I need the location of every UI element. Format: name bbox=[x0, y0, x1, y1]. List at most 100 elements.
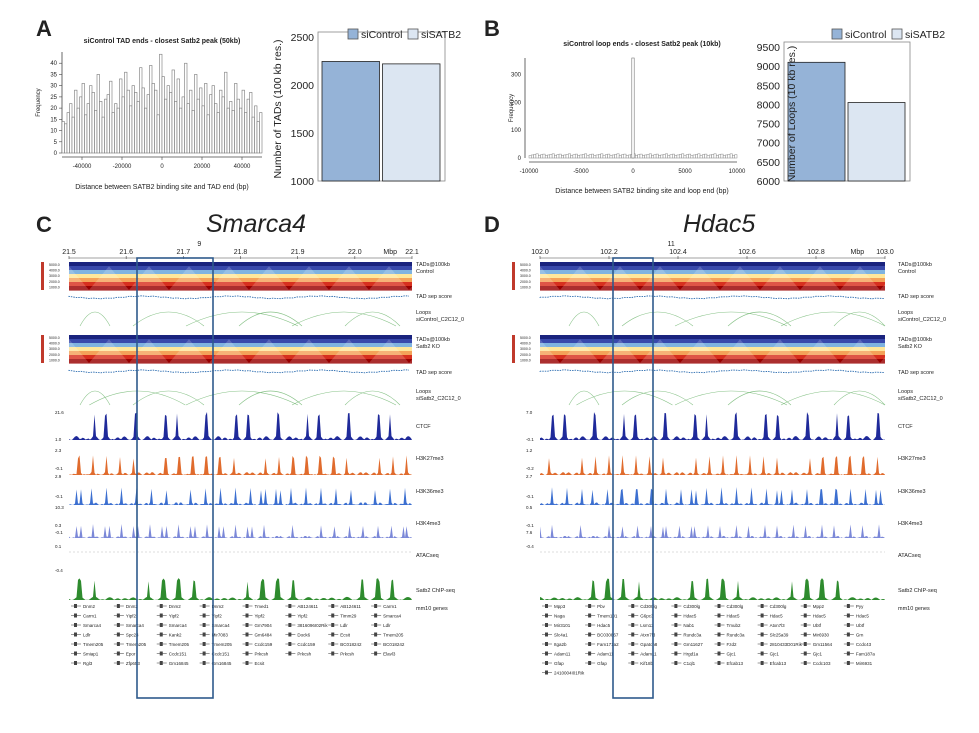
gene-label: Smarca4 bbox=[83, 623, 102, 628]
y-tick-label: 200 bbox=[511, 100, 522, 106]
gene-label: Ubtf bbox=[813, 623, 822, 628]
gene-exon bbox=[803, 604, 807, 608]
gene-label: Gjc1 bbox=[727, 652, 737, 657]
hist-bar bbox=[547, 154, 551, 159]
hist-bar bbox=[206, 114, 210, 154]
gene-exon bbox=[588, 604, 592, 608]
gene-exon bbox=[846, 651, 850, 656]
gene-label: Elavl3 bbox=[383, 652, 396, 657]
gene-label: Smarca4 bbox=[169, 623, 188, 628]
hist-bar bbox=[116, 107, 120, 154]
tad-scale-label: 5000.0 bbox=[49, 263, 60, 267]
gene-exon bbox=[202, 604, 206, 608]
loop-arc-control bbox=[132, 311, 205, 327]
track-label: H3K36me3 bbox=[898, 489, 926, 495]
hist-bar bbox=[136, 101, 140, 154]
gene-exon bbox=[631, 623, 635, 627]
hist-bar bbox=[134, 92, 138, 154]
gene-label: Adam11 bbox=[554, 652, 571, 657]
gene-label: Yipf2 bbox=[212, 614, 223, 619]
axis-tick-label: 102.4 bbox=[669, 249, 687, 256]
hist-bar bbox=[69, 103, 73, 154]
tad-scale-label: 1000.0 bbox=[520, 285, 531, 289]
gene-label: Cd300lg bbox=[727, 604, 744, 609]
hist-bar bbox=[540, 154, 544, 159]
gene-label: Rgl3 bbox=[83, 661, 93, 666]
legend-swatch bbox=[891, 28, 903, 40]
hist-bar bbox=[209, 94, 213, 154]
gene-exon bbox=[116, 613, 120, 618]
gene-label: Lsm12 bbox=[640, 623, 654, 628]
y-tick-label: 2000 bbox=[291, 80, 315, 92]
hist-bar bbox=[692, 154, 696, 159]
hist-bar bbox=[84, 114, 88, 154]
hist-bar bbox=[139, 67, 143, 154]
hist-bar bbox=[561, 155, 564, 159]
hist-bar bbox=[126, 89, 130, 154]
gene-exon bbox=[288, 613, 292, 618]
hist-bar bbox=[64, 123, 68, 154]
tad-band bbox=[540, 351, 885, 356]
tad-triangle bbox=[840, 339, 880, 363]
gene-exon bbox=[202, 642, 206, 646]
tad-band bbox=[69, 347, 412, 352]
gene-exon bbox=[674, 623, 678, 627]
gene-exon bbox=[674, 661, 678, 665]
gene-exon bbox=[245, 661, 249, 665]
gene-exon bbox=[202, 632, 206, 637]
hist-bar bbox=[720, 153, 724, 159]
hist-bar bbox=[86, 103, 90, 154]
hist-bar bbox=[625, 155, 629, 159]
track-label: ATACseq bbox=[416, 553, 439, 559]
hist-bar bbox=[159, 53, 163, 154]
tad-heatmap-control bbox=[41, 262, 449, 291]
track-scale-label: -0.1 bbox=[526, 523, 534, 528]
hist-bar bbox=[109, 80, 113, 154]
hist-bar bbox=[658, 155, 661, 159]
hist-bar bbox=[211, 85, 215, 154]
hist-bar bbox=[131, 85, 135, 154]
gene-exon bbox=[846, 642, 850, 646]
gene-label: AB124611 bbox=[297, 604, 318, 609]
gene-exon bbox=[245, 623, 249, 627]
axis-tick-label: 102.0 bbox=[531, 249, 549, 256]
y-tick-label: 40 bbox=[50, 61, 57, 67]
tad-band bbox=[540, 339, 885, 344]
gene-label: Dnm2 bbox=[212, 604, 225, 609]
tad-band bbox=[540, 282, 885, 287]
track-scale-label: -0.1 bbox=[55, 494, 63, 499]
gene-label: Fam187a bbox=[856, 652, 876, 657]
gene-exon bbox=[803, 661, 807, 665]
track-label: CTCF bbox=[898, 424, 913, 430]
gene-label: Hdac5 bbox=[856, 614, 870, 619]
hist-bar bbox=[600, 153, 604, 159]
hist-bar bbox=[729, 153, 733, 159]
track-ctcf bbox=[540, 412, 885, 440]
gene-label: Smarca4 bbox=[126, 623, 145, 628]
loop-arc-control bbox=[79, 311, 111, 327]
x-tick-label: -5000 bbox=[573, 169, 589, 175]
tad-triangle bbox=[800, 339, 840, 363]
loop-arc-ko bbox=[833, 390, 886, 406]
tad-scale-label: 3000.0 bbox=[520, 274, 531, 278]
gene-label: Gm16845 bbox=[212, 661, 232, 666]
gene-label: Timm29 bbox=[340, 614, 357, 619]
hist-bar bbox=[699, 154, 703, 159]
axis-tick-label: 21.8 bbox=[234, 249, 248, 256]
tad-band bbox=[69, 270, 412, 275]
hist-bar bbox=[176, 78, 180, 154]
y-tick-label: 300 bbox=[511, 73, 522, 79]
loop-arc-ko bbox=[132, 390, 205, 406]
track-label: Loops bbox=[416, 310, 431, 316]
hist-bar bbox=[667, 154, 671, 159]
tad-scale-label: 1000.0 bbox=[49, 285, 60, 289]
hist-bar bbox=[249, 92, 253, 154]
track-h3k4me3 bbox=[69, 524, 412, 538]
gene-label: Hdac5 bbox=[770, 614, 784, 619]
gene-exon bbox=[116, 642, 120, 646]
tad-scale-label: 2000.0 bbox=[520, 353, 531, 357]
hist-bar bbox=[224, 71, 228, 154]
hist-bar bbox=[574, 153, 578, 159]
hist-bar bbox=[171, 69, 175, 154]
tad-triangle bbox=[760, 266, 800, 290]
